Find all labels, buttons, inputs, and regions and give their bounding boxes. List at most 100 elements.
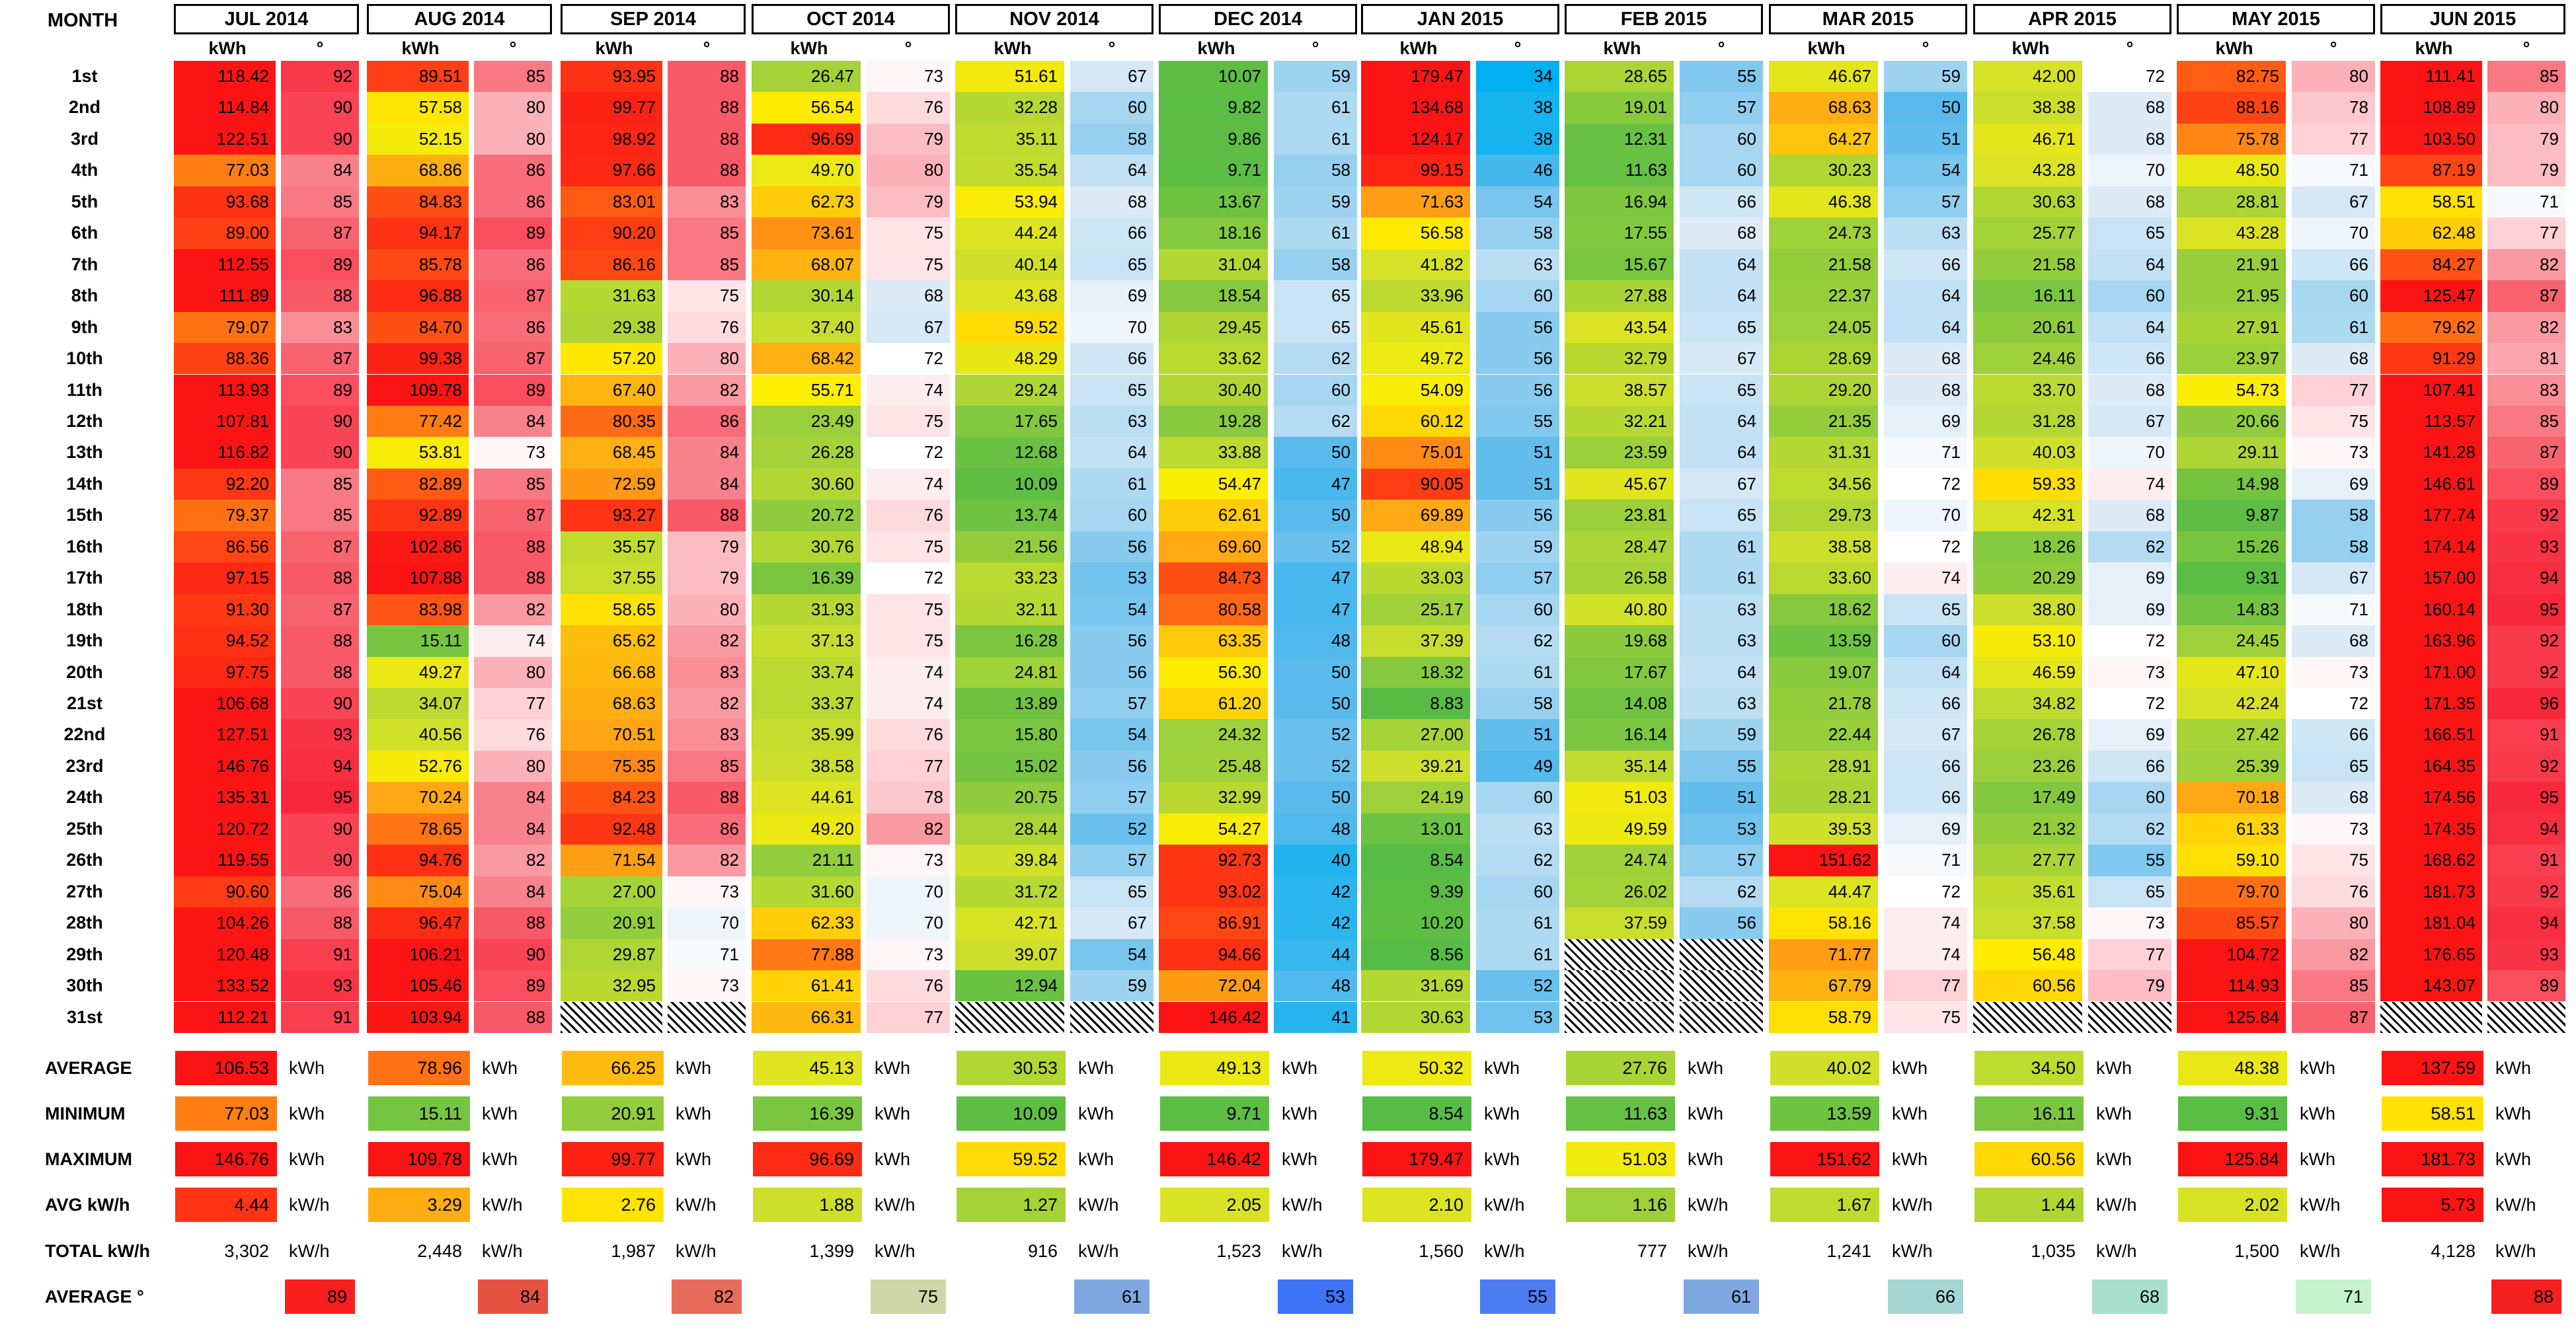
temp-cell: 94	[2487, 907, 2565, 939]
kwh-cell: 23.97	[2177, 343, 2286, 375]
kwh-cell: 20.75	[955, 782, 1064, 814]
unit-label: kW/h	[2096, 1241, 2137, 1261]
temp-cell: 82	[668, 845, 746, 876]
month-header-7: JAN 2015	[1361, 4, 1559, 34]
temp-cell: 51	[1476, 437, 1559, 469]
month-header-5: NOV 2014	[955, 4, 1153, 34]
temp-cell: 87	[2487, 437, 2565, 469]
minimum-value: 9.71	[1160, 1096, 1269, 1131]
temp-cell: 88	[474, 562, 552, 594]
kwh-cell: 57.58	[367, 92, 469, 124]
temp-cell: 77	[867, 1001, 950, 1033]
unit-label: kW/h	[676, 1195, 717, 1215]
temp-cell: 92	[2487, 750, 2565, 782]
temp-cell: 53	[1476, 1001, 1559, 1033]
kwh-cell: 146.61	[2380, 468, 2482, 500]
unit-label: kWh	[676, 1149, 711, 1169]
temp-cell: 86	[668, 405, 746, 438]
kwh-cell: 86.16	[561, 248, 662, 281]
minimum-value: 15.11	[368, 1096, 470, 1131]
kwh-cell: 35.61	[1973, 876, 2082, 908]
kwh-cell: 79.62	[2380, 311, 2482, 344]
maximum-value: 96.69	[753, 1142, 862, 1176]
temp-cell: 65	[1274, 280, 1357, 312]
kwh-cell: 37.40	[752, 311, 861, 344]
temp-cell: 61	[1680, 562, 1763, 594]
kwh-cell: 146.76	[174, 750, 276, 782]
temp-cell: 92	[281, 61, 359, 93]
kwh-cell: 104.26	[174, 907, 276, 939]
temp-cell: 69	[1070, 280, 1153, 312]
temp-cell: 76	[867, 719, 950, 751]
temp-cell: 48	[1274, 970, 1357, 1002]
kwh-cell: 181.73	[2380, 876, 2482, 908]
month-header-3: SEP 2014	[561, 4, 746, 34]
kwh-cell: 21.95	[2177, 280, 2286, 312]
unit-label: kWh	[676, 1104, 711, 1124]
temp-cell: 47	[1274, 593, 1357, 626]
kwh-cell: 120.48	[174, 938, 276, 971]
kwh-cell: 30.60	[752, 468, 861, 500]
temp-cell: 79	[867, 186, 950, 218]
day-label: 17th	[66, 568, 103, 588]
avg-temp-value: 61	[1074, 1279, 1150, 1314]
temp-cell: 72	[867, 562, 950, 594]
temp-cell: 68	[1884, 343, 1967, 375]
unit-label: kWh	[289, 1149, 325, 1169]
temp-cell: 87	[2292, 1001, 2375, 1033]
temp-cell: 61	[2292, 311, 2375, 344]
month-header-10: APR 2015	[1973, 4, 2171, 34]
no-data-cell	[561, 1001, 662, 1033]
kwh-cell: 13.01	[1361, 813, 1470, 845]
kwh-cell: 13.74	[955, 500, 1064, 531]
degree-subheader: °	[904, 38, 912, 58]
average-value: 106.53	[175, 1051, 277, 1085]
kwh-cell: 23.26	[1973, 750, 2082, 782]
avg-temp-value: 66	[1888, 1279, 1963, 1314]
kwh-cell: 171.35	[2380, 688, 2482, 720]
kwh-cell: 90.60	[174, 876, 276, 908]
kwh-cell: 16.11	[1973, 280, 2082, 312]
temp-cell: 63	[1680, 688, 1763, 720]
kwh-cell: 107.81	[174, 405, 276, 438]
kwh-cell: 37.39	[1361, 625, 1470, 657]
day-label: 16th	[66, 536, 103, 556]
total-kwh-value: 1,035	[2031, 1241, 2076, 1261]
kwh-cell: 31.69	[1361, 970, 1470, 1002]
temp-cell: 73	[2292, 656, 2375, 688]
no-data-cell	[1565, 1001, 1674, 1033]
unit-label: kWh	[482, 1149, 518, 1169]
temp-cell: 65	[1680, 374, 1763, 406]
temp-cell: 74	[2088, 468, 2171, 500]
temp-cell: 90	[281, 92, 359, 124]
kwh-cell: 61.41	[752, 970, 861, 1002]
temp-cell: 87	[281, 531, 359, 563]
temp-cell: 94	[281, 750, 359, 782]
kwh-cell: 30.40	[1159, 374, 1268, 406]
temp-cell: 50	[1274, 688, 1357, 720]
kwh-cell: 15.02	[955, 750, 1064, 782]
unit-label: kW/h	[1688, 1195, 1729, 1215]
avg-temp-value: 68	[2092, 1279, 2167, 1314]
kwh-cell: 75.35	[561, 750, 662, 782]
avg-temp-value: 82	[672, 1279, 742, 1314]
kwh-cell: 20.91	[561, 907, 662, 939]
kwh-cell: 92.89	[367, 500, 469, 531]
temp-cell: 89	[474, 970, 552, 1002]
unit-label: kWh	[1892, 1058, 1928, 1078]
temp-cell: 69	[2292, 468, 2375, 500]
kwh-cell: 24.73	[1769, 217, 1878, 249]
temp-cell: 63	[1884, 217, 1967, 249]
average-value: 78.96	[368, 1051, 470, 1085]
unit-label: kW/h	[2300, 1195, 2341, 1215]
kwh-cell: 28.65	[1565, 61, 1674, 93]
temp-cell: 86	[281, 876, 359, 908]
maximum-value: 151.62	[1770, 1142, 1879, 1176]
temp-cell: 64	[1884, 656, 1967, 688]
total-kwh-value: 1,241	[1826, 1241, 1871, 1261]
kwh-cell: 46.67	[1769, 61, 1878, 93]
temp-cell: 75	[867, 405, 950, 438]
kwh-cell: 71.77	[1769, 938, 1878, 971]
avg-kwh-per-hour-value: 2.05	[1160, 1188, 1269, 1222]
unit-label: kWh	[2096, 1149, 2132, 1169]
